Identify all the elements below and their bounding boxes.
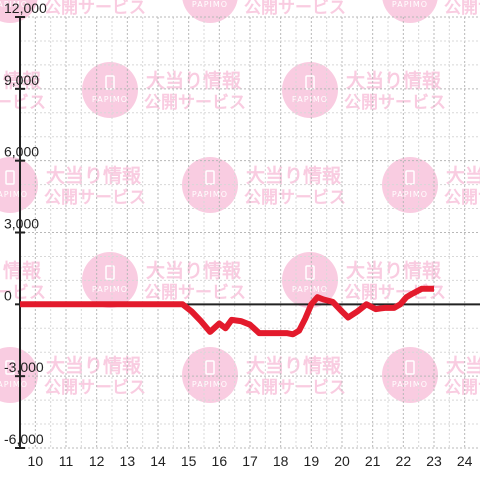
x-tick-label: 24 [457, 453, 473, 469]
watermark-brand: PAPIMO [392, 0, 428, 9]
phone-icon [5, 360, 15, 375]
watermark-text-line1: 大当り情報 [46, 354, 142, 377]
watermark-text-line1: 大当り情報 [346, 69, 442, 92]
watermark-text-line1: 大当り情報 [146, 69, 242, 92]
watermark-text-line2: 公開サービス [0, 283, 46, 303]
series-line [20, 285, 434, 338]
watermark-text-line2: 公開サービス [444, 378, 480, 398]
x-tick-label: 13 [120, 453, 136, 469]
watermark-circle [182, 347, 238, 403]
watermark-text-line2: 公開サービス [44, 0, 146, 18]
watermark-circle [82, 62, 138, 118]
watermark-circle [82, 252, 138, 308]
watermark-brand: PAPIMO [192, 380, 228, 389]
watermark-text-line2: 公開サービス [144, 283, 246, 303]
watermark-circle [182, 157, 238, 213]
watermark-text-line2: 公開サービス [244, 188, 346, 208]
watermark-text-line2: 公開サービス [444, 188, 480, 208]
watermark-brand: PAPIMO [0, 380, 28, 389]
x-tick-label: 15 [181, 453, 197, 469]
x-tick-label: 10 [28, 453, 44, 469]
watermark-layer: PAPIMO大当り情報公開サービスPAPIMO大当り情報公開サービスPAPIMO… [0, 0, 480, 403]
phone-icon [105, 75, 115, 90]
watermark-text-line1: 大当り情報 [46, 164, 142, 187]
phone-icon [305, 265, 315, 280]
watermark-brand: PAPIMO [292, 95, 328, 104]
y-tick-label: -3,000 [4, 359, 44, 375]
x-tick-label: 19 [304, 453, 320, 469]
watermark-brand: PAPIMO [392, 380, 428, 389]
watermark-text-line1: 大当り情報 [146, 259, 242, 282]
y-tick-label: 0 [4, 287, 12, 303]
phone-icon [5, 170, 15, 185]
x-tick-label: 22 [396, 453, 412, 469]
y-tick-label: -6,000 [4, 431, 44, 447]
x-tick-label: 16 [212, 453, 228, 469]
x-tick-label: 23 [426, 453, 442, 469]
watermark-brand: PAPIMO [0, 0, 28, 9]
x-tick-label: 21 [365, 453, 381, 469]
watermark-circle [382, 347, 438, 403]
phone-icon [205, 170, 215, 185]
tick-labels-layer: 12,000 9,000 6,000 3,000 0 -3,000 -6,000 10 11 12… [4, 0, 473, 469]
watermark-text-line1: 大当り情報 [346, 259, 442, 282]
y-tick-label: 12,000 [4, 0, 47, 16]
watermark-brand: PAPIMO [292, 285, 328, 294]
phone-icon [205, 360, 215, 375]
watermark-text-line1: 大当り情報 [0, 69, 42, 92]
y-tick-label: 6,000 [4, 144, 39, 160]
watermark-text-line2: 公開サービス [244, 378, 346, 398]
watermark-text-line2: 公開サービス [0, 93, 46, 113]
x-tick-label: 17 [242, 453, 258, 469]
watermark-text-line1: 大当り情報 [446, 354, 480, 377]
watermark-text-line2: 公開サービス [44, 378, 146, 398]
x-tick-label: 20 [334, 453, 350, 469]
watermark-text-line1: 大当り情報 [246, 354, 342, 377]
watermark-brand: PAPIMO [192, 190, 228, 199]
phone-icon [305, 75, 315, 90]
series-layer [20, 285, 434, 338]
watermark-brand: PAPIMO [192, 0, 228, 9]
y-tick-label: 9,000 [4, 72, 39, 88]
watermark-text-line2: 公開サービス [444, 0, 480, 18]
watermark-text-line1: 大当り情報 [0, 259, 42, 282]
watermark-brand: PAPIMO [92, 285, 128, 294]
watermark-text-line2: 公開サービス [244, 0, 346, 18]
phone-icon [105, 265, 115, 280]
phone-icon [405, 360, 415, 375]
watermark-brand: PAPIMO [92, 95, 128, 104]
watermark-text-line2: 公開サービス [344, 93, 446, 113]
x-tick-label: 18 [273, 453, 289, 469]
watermark-text-line2: 公開サービス [44, 188, 146, 208]
watermark-circle [282, 62, 338, 118]
y-tick-label: 3,000 [4, 216, 39, 232]
watermark-brand: PAPIMO [392, 190, 428, 199]
watermark-text-line1: 大当り情報 [246, 164, 342, 187]
watermark-circle [0, 0, 38, 23]
x-tick-label: 12 [89, 453, 105, 469]
watermark-circle [382, 157, 438, 213]
x-tick-label: 14 [150, 453, 166, 469]
watermark-text-line2: 公開サービス [144, 93, 246, 113]
watermark-text-line1: 大当り情報 [446, 164, 480, 187]
watermark-brand: PAPIMO [0, 190, 28, 199]
x-tick-label: 11 [59, 453, 74, 469]
phone-icon [405, 170, 415, 185]
